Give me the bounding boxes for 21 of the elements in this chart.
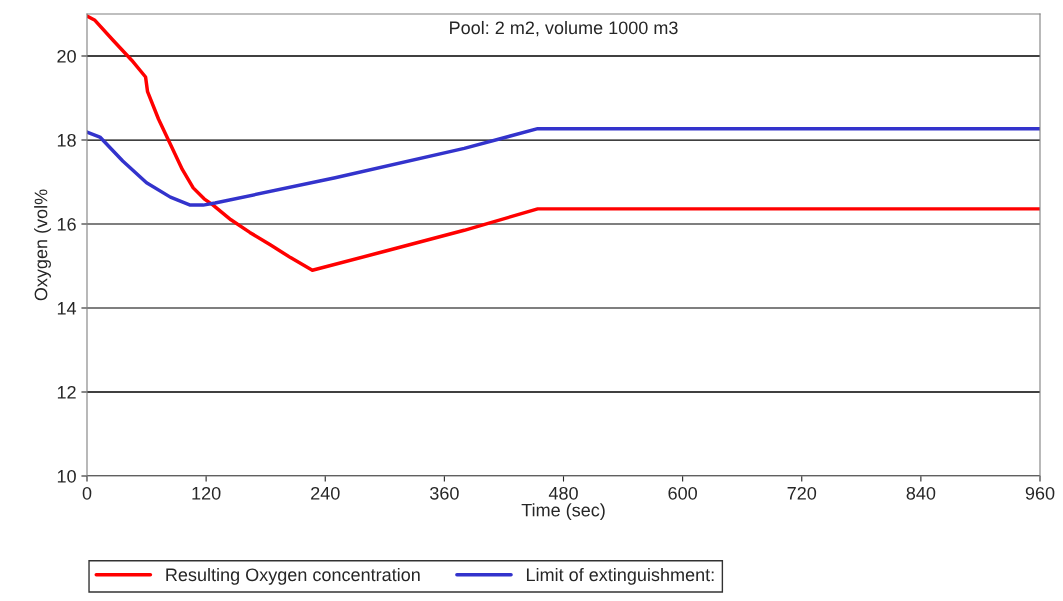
line-series (87, 126, 1040, 207)
x-tick-label: 960 (1025, 486, 1055, 500)
legend-label: Resulting Oxygen concentration (166, 567, 420, 585)
y-tick-label: 20 (57, 49, 76, 63)
x-axis-title: Time (sec) (521, 503, 605, 521)
x-tick-label: 720 (787, 486, 817, 500)
chart-title: Pool: 2 m2, volume 1000 m3 (450, 20, 678, 37)
x-tick-label: 120 (192, 486, 221, 500)
x-tick-label: 840 (906, 486, 936, 500)
x-tick-label: 0 (82, 486, 92, 500)
y-tick-label: 18 (57, 133, 76, 147)
y-tick-label: 16 (57, 217, 76, 231)
y-tick-label: 14 (57, 302, 77, 315)
y-axis-title: Oxygen (vol% (34, 189, 51, 301)
y-tick-label: 12 (57, 385, 76, 399)
x-tick-label: 480 (548, 486, 578, 500)
x-tick-label: 360 (430, 486, 459, 500)
x-tick-label: 240 (311, 486, 340, 500)
x-tick-label: 600 (668, 486, 697, 500)
legend-label: Limit of extinguishment: (526, 567, 714, 585)
y-tick-label: 10 (57, 469, 76, 483)
